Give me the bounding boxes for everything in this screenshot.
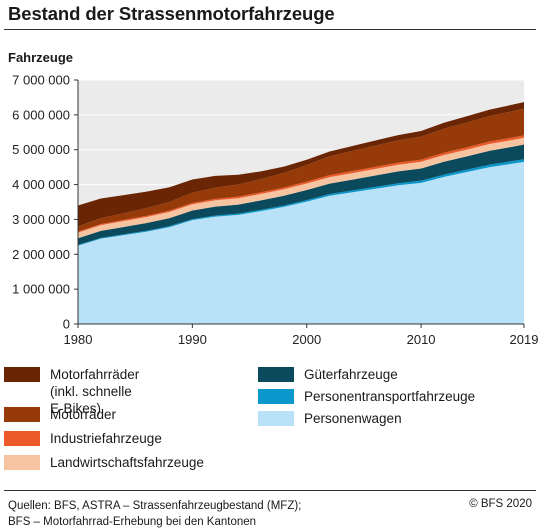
- legend-item-personenwagen: Personenwagen: [258, 410, 402, 427]
- y-tick-label: 0: [63, 317, 70, 332]
- footer-divider: [4, 490, 536, 491]
- y-tick-label: 5 000 000: [12, 142, 70, 157]
- area-industrie: [78, 135, 524, 233]
- y-tick-label: 2 000 000: [12, 247, 70, 262]
- chart-title: Bestand der Strassenmotorfahrzeuge: [8, 3, 335, 24]
- x-tick-label: 1980: [64, 332, 93, 347]
- legend-label-motorfahrraeder-line2: (inkl. schnelle E-Bikes): [50, 384, 132, 416]
- legend-label-personentransport: Personentransportfahrzeuge: [304, 389, 476, 404]
- x-tick-label: 2000: [292, 332, 321, 347]
- x-tick-label: 2019: [510, 332, 539, 347]
- sources-line-2: BFS – Motorfahrrad-Erhebung bei den Kant…: [8, 516, 257, 528]
- legend-item-personentransport: Personentransportfahrzeuge: [258, 388, 475, 405]
- legend-item-industrie: Industriefahrzeuge: [4, 430, 162, 447]
- area-gueter: [78, 144, 524, 245]
- area-motorfahrraeder: [78, 102, 524, 227]
- y-tick-label: 6 000 000: [12, 107, 70, 122]
- y-tick-label: 4 000 000: [12, 177, 70, 192]
- y-tick-label: 1 000 000: [12, 282, 70, 297]
- area-personentransport: [78, 159, 524, 246]
- legend-label-gueter: Güterfahrzeuge: [304, 367, 398, 382]
- x-tick-label: 2010: [407, 332, 436, 347]
- copyright: © BFS 2020: [469, 498, 532, 510]
- legend-swatch-personenwagen: [258, 411, 294, 426]
- legend-item-gueter: Güterfahrzeuge: [258, 366, 398, 383]
- legend-swatch-personentransport: [258, 389, 294, 404]
- legend-item-motorfahrraeder: Motorfahrräder (inkl. schnelle E-Bikes): [4, 366, 139, 417]
- y-tick-label: 7 000 000: [12, 73, 70, 88]
- legend-swatch-industrie: [4, 431, 40, 446]
- y-axis-label: Fahrzeuge: [8, 50, 74, 65]
- legend-swatch-landwirtschaft: [4, 455, 40, 470]
- y-tick-label: 3 000 000: [12, 212, 70, 227]
- legend-swatch-motorfahrraeder: [4, 367, 40, 382]
- sources-line-1: Quellen: BFS, ASTRA – Strassenfahrzeugbe…: [8, 500, 302, 512]
- legend-swatch-motorraeder: [4, 407, 40, 422]
- legend-swatch-gueter: [258, 367, 294, 382]
- area-motorraeder: [78, 108, 524, 232]
- area-landwirtschaft: [78, 137, 524, 239]
- sources-note: Quellen: BFS, ASTRA – Strassenfahrzeugbe…: [8, 498, 301, 530]
- legend-label-motorfahrraeder-line1: Motorfahrräder: [50, 367, 140, 382]
- legend-label-motorraeder: Motorräder: [50, 407, 117, 422]
- area-personenwagen: [78, 161, 524, 324]
- stacked-area-chart: 0 1 000 000 2 000 000 3 000 000 4 000 000 5 0…: [12, 73, 539, 348]
- x-tick-label: 1990: [178, 332, 207, 347]
- legend-label-landwirtschaft: Landwirtschaftsfahrzeuge: [50, 455, 204, 470]
- legend-item-landwirtschaft: Landwirtschaftsfahrzeuge: [4, 454, 204, 471]
- title-divider: [4, 29, 536, 30]
- legend-label-industrie: Industriefahrzeuge: [50, 431, 162, 446]
- legend-label-personenwagen: Personenwagen: [304, 411, 402, 426]
- legend-item-motorraeder: Motorräder: [4, 406, 116, 423]
